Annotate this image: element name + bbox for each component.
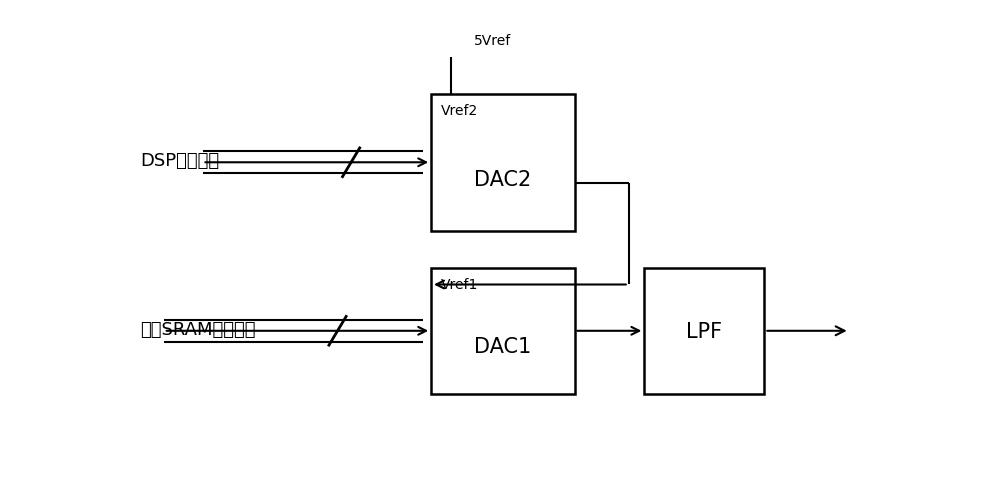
Text: DAC1: DAC1 (474, 336, 531, 356)
Text: Vref1: Vref1 (440, 277, 478, 291)
Text: 波形SRAM数据总线: 波形SRAM数据总线 (140, 320, 256, 338)
Text: DAC2: DAC2 (474, 169, 531, 189)
Text: 5Vref: 5Vref (474, 35, 511, 48)
Bar (431, 95, 574, 231)
Bar (431, 268, 574, 394)
Bar (644, 268, 764, 394)
Text: Vref2: Vref2 (440, 104, 478, 118)
Text: LPF: LPF (686, 321, 722, 341)
Text: DSP数据总线: DSP数据总线 (140, 152, 220, 170)
